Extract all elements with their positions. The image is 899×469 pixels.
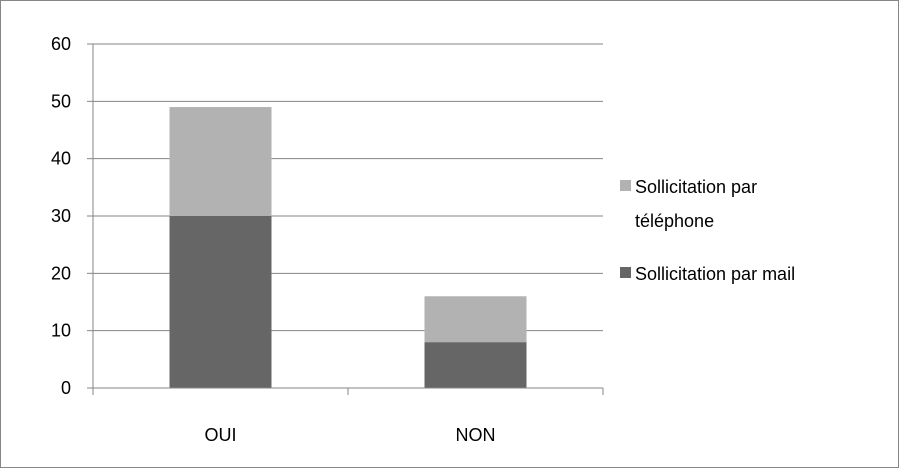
- x-tick-label: OUI: [204, 425, 236, 445]
- bar-non-series-1: [424, 296, 527, 343]
- legend-swatch: [620, 267, 631, 278]
- y-tick-labels: 0 10 20 30 40 50 60: [51, 34, 71, 398]
- y-tick-label: 40: [51, 149, 71, 169]
- bar-non-series-0: [424, 342, 527, 388]
- bar-oui-series-0: [169, 216, 272, 388]
- y-tick-label: 0: [61, 378, 71, 398]
- legend: Sollicitation par téléphone Sollicitation …: [620, 177, 795, 284]
- x-tick-label: NON: [456, 425, 496, 445]
- y-tick-label: 20: [51, 263, 71, 283]
- legend-swatch: [620, 180, 631, 191]
- y-tick-label: 30: [51, 206, 71, 226]
- bar-oui-series-1: [169, 107, 272, 216]
- legend-label: Sollicitation par mail: [635, 264, 795, 284]
- bars: [169, 107, 527, 388]
- y-tick-label: 60: [51, 34, 71, 54]
- x-tick-labels: OUI NON: [204, 425, 495, 445]
- y-tick-label: 50: [51, 91, 71, 111]
- legend-label: téléphone: [635, 211, 714, 231]
- y-tick-label: 10: [51, 321, 71, 341]
- legend-label: Sollicitation par: [635, 177, 757, 197]
- axes: [87, 43, 604, 395]
